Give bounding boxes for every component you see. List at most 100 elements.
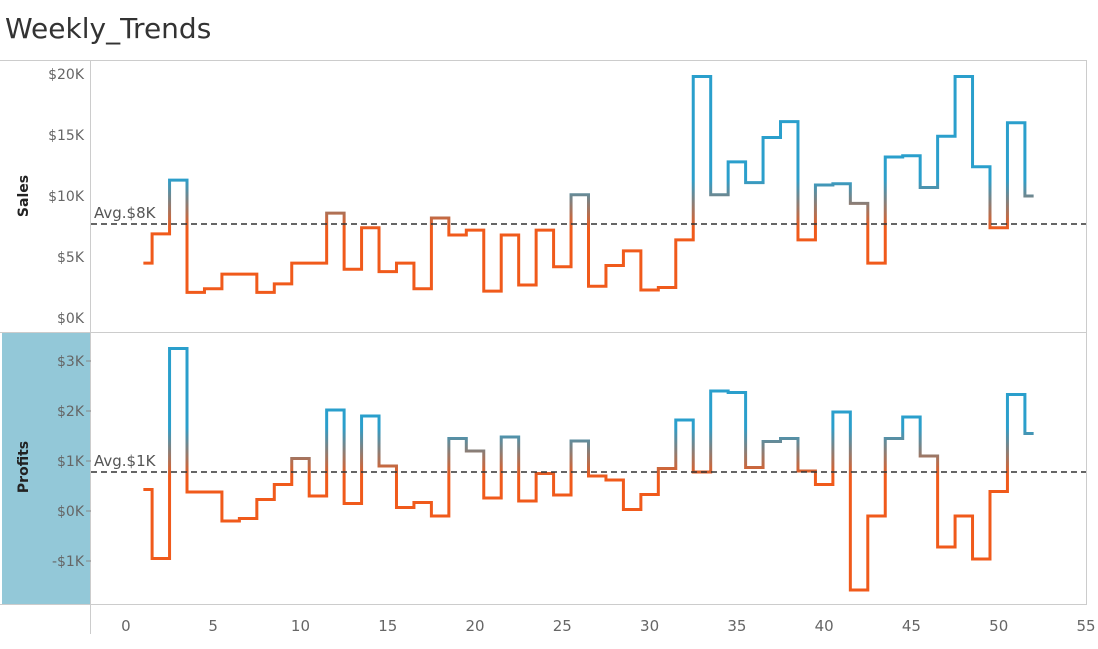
profits-data-point[interactable]	[298, 457, 302, 461]
profits-data-point[interactable]	[456, 437, 460, 441]
sales-data-point[interactable]	[630, 249, 634, 253]
sales-data-point[interactable]	[438, 216, 442, 220]
sales-data-point[interactable]	[525, 283, 529, 287]
sales-data-point[interactable]	[298, 261, 302, 265]
profits-data-point[interactable]	[735, 391, 739, 395]
sales-data-point[interactable]	[979, 165, 983, 169]
profits-data-point[interactable]	[368, 414, 372, 418]
sales-data-point[interactable]	[683, 238, 687, 242]
profits-data-point[interactable]	[525, 499, 529, 503]
sales-data-point[interactable]	[543, 228, 547, 232]
sales-data-point[interactable]	[176, 178, 180, 182]
profits-data-point[interactable]	[438, 514, 442, 518]
sales-data-point[interactable]	[490, 289, 494, 293]
profits-data-point[interactable]	[316, 494, 320, 498]
sales-data-point[interactable]	[735, 160, 739, 164]
profits-data-point[interactable]	[613, 478, 617, 482]
sales-series-line[interactable]	[143, 74, 1034, 294]
profits-data-point[interactable]	[770, 440, 774, 444]
profits-data-point[interactable]	[281, 483, 285, 487]
profits-data-point[interactable]	[508, 435, 512, 439]
profits-series-line[interactable]	[143, 347, 1034, 592]
sales-data-point[interactable]	[665, 286, 669, 290]
sales-data-point[interactable]	[752, 181, 756, 185]
profits-data-point[interactable]	[857, 588, 861, 592]
profits-data-point[interactable]	[194, 490, 198, 494]
sales-data-point[interactable]	[840, 182, 844, 186]
profits-data-point[interactable]	[683, 418, 687, 422]
profits-data-point[interactable]	[403, 506, 407, 510]
profits-data-point[interactable]	[421, 501, 425, 505]
sales-data-point[interactable]	[927, 185, 931, 189]
profits-data-point[interactable]	[211, 490, 215, 494]
sales-data-point[interactable]	[246, 272, 250, 276]
profits-data-point[interactable]	[927, 454, 931, 458]
sales-data-point[interactable]	[211, 287, 215, 291]
sales-data-point[interactable]	[386, 270, 390, 274]
profits-data-point[interactable]	[787, 437, 791, 441]
profits-data-point[interactable]	[892, 437, 896, 441]
sales-data-point[interactable]	[717, 193, 721, 197]
profits-data-point[interactable]	[822, 483, 826, 487]
profits-data-point[interactable]	[997, 490, 1001, 494]
sales-data-point[interactable]	[892, 155, 896, 159]
profits-data-point[interactable]	[490, 496, 494, 500]
profits-data-point[interactable]	[159, 557, 163, 561]
profits-data-point[interactable]	[1032, 432, 1036, 436]
sales-data-point[interactable]	[508, 233, 512, 237]
sales-data-point[interactable]	[997, 226, 1001, 230]
sales-data-point[interactable]	[822, 183, 826, 187]
profits-data-point[interactable]	[578, 439, 582, 443]
sales-data-point[interactable]	[281, 282, 285, 286]
profits-data-point[interactable]	[1014, 393, 1018, 397]
sales-data-point[interactable]	[194, 290, 198, 294]
profits-data-point[interactable]	[909, 415, 913, 419]
sales-data-point[interactable]	[1014, 121, 1018, 125]
profits-data-point[interactable]	[386, 464, 390, 468]
profits-data-point[interactable]	[717, 389, 721, 393]
profits-data-point[interactable]	[246, 517, 250, 521]
sales-data-point[interactable]	[700, 74, 704, 78]
sales-data-point[interactable]	[560, 265, 564, 269]
profits-data-point[interactable]	[229, 519, 233, 523]
sales-data-point[interactable]	[473, 228, 477, 232]
sales-data-point[interactable]	[944, 134, 948, 138]
sales-data-point[interactable]	[805, 238, 809, 242]
profits-data-point[interactable]	[333, 408, 337, 412]
profits-data-point[interactable]	[875, 514, 879, 518]
profits-data-point[interactable]	[840, 410, 844, 414]
profits-data-point[interactable]	[351, 502, 355, 506]
sales-data-point[interactable]	[351, 267, 355, 271]
sales-data-point[interactable]	[229, 272, 233, 276]
sales-data-point[interactable]	[770, 135, 774, 139]
sales-data-point[interactable]	[316, 261, 320, 265]
sales-data-point[interactable]	[962, 74, 966, 78]
sales-data-point[interactable]	[141, 261, 145, 265]
sales-data-point[interactable]	[333, 211, 337, 215]
profits-data-point[interactable]	[752, 466, 756, 470]
profits-data-point[interactable]	[141, 488, 145, 492]
profits-data-point[interactable]	[630, 508, 634, 512]
profits-data-point[interactable]	[962, 514, 966, 518]
sales-data-point[interactable]	[368, 226, 372, 230]
profits-data-point[interactable]	[648, 493, 652, 497]
sales-data-point[interactable]	[857, 201, 861, 205]
sales-data-point[interactable]	[578, 193, 582, 197]
profits-axis-header[interactable]	[2, 333, 90, 604]
sales-data-point[interactable]	[403, 261, 407, 265]
sales-data-point[interactable]	[909, 154, 913, 158]
profits-data-point[interactable]	[560, 493, 564, 497]
sales-data-point[interactable]	[264, 290, 268, 294]
sales-data-point[interactable]	[787, 120, 791, 124]
profits-data-point[interactable]	[595, 474, 599, 478]
profits-data-point[interactable]	[665, 467, 669, 471]
profits-data-point[interactable]	[264, 498, 268, 502]
sales-data-point[interactable]	[875, 261, 879, 265]
profits-data-point[interactable]	[979, 557, 983, 561]
sales-data-point[interactable]	[456, 233, 460, 237]
sales-data-point[interactable]	[648, 288, 652, 292]
profits-data-point[interactable]	[944, 545, 948, 549]
sales-data-point[interactable]	[1032, 194, 1036, 198]
sales-data-point[interactable]	[421, 287, 425, 291]
profits-data-point[interactable]	[176, 347, 180, 351]
